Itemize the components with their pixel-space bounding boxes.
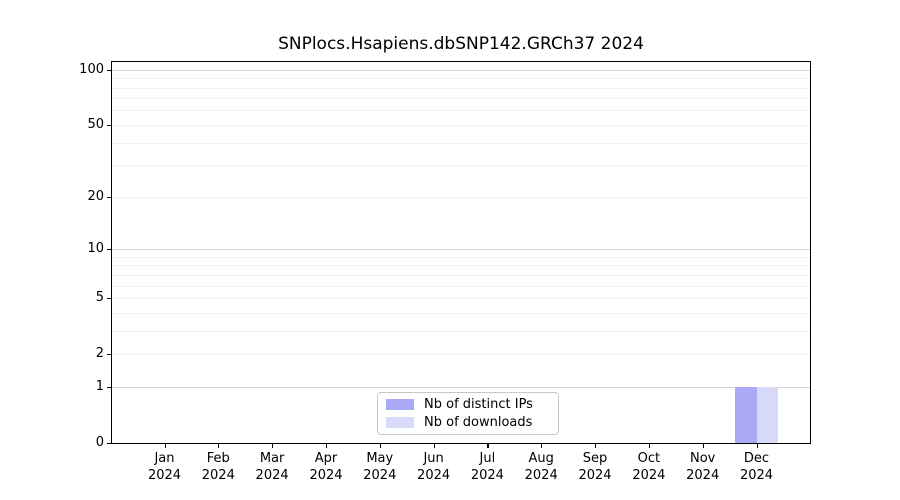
x-tick-year: 2024 xyxy=(739,467,774,483)
x-tick-month: Aug xyxy=(528,451,554,466)
x-tick-mark xyxy=(433,443,435,448)
x-tick-year: 2024 xyxy=(309,467,343,483)
y-tick-mark xyxy=(107,69,112,71)
x-tick-year: 2024 xyxy=(417,467,451,483)
gridline-minor xyxy=(112,124,810,126)
x-tick-year: 2024 xyxy=(255,467,289,483)
x-tick-label-oct: Oct 2024 xyxy=(604,451,694,484)
bar-dec-nb-of-downloads xyxy=(756,386,778,443)
x-tick-mark xyxy=(218,443,220,448)
x-tick-label-jul: Jul 2024 xyxy=(442,451,532,484)
x-tick-label-sep: Sep 2024 xyxy=(550,451,640,484)
x-tick-mark xyxy=(702,443,704,448)
x-tick-mark xyxy=(164,443,166,448)
gridline-minor xyxy=(112,256,810,258)
gridline-minor xyxy=(112,110,810,112)
y-tick-mark xyxy=(107,386,112,389)
gridline-major xyxy=(112,249,810,250)
y-tick-label: 5 xyxy=(95,290,104,305)
x-tick-year: 2024 xyxy=(363,467,397,483)
gridline-minor xyxy=(112,312,810,314)
gridline-minor xyxy=(112,165,810,167)
x-tick-label-jun: Jun 2024 xyxy=(389,451,479,484)
x-tick-mark xyxy=(487,443,489,448)
x-tick-month: Jul xyxy=(479,451,496,466)
x-tick-year: 2024 xyxy=(201,467,235,483)
x-tick-label-mar: Mar 2024 xyxy=(227,451,317,484)
y-tick-label: 100 xyxy=(79,61,104,77)
legend-row-distinct-ips: Nb of distinct IPs xyxy=(386,395,550,413)
y-tick-label: 20 xyxy=(87,188,104,204)
x-tick-month: Mar xyxy=(259,451,285,466)
x-tick-month: Jan xyxy=(154,451,175,466)
x-tick-mark xyxy=(326,443,328,448)
gridline-minor xyxy=(112,78,810,80)
legend-label-downloads: Nb of downloads xyxy=(424,415,533,431)
legend-row-downloads: Nb of downloads xyxy=(386,414,550,432)
legend: Nb of distinct IPs Nb of downloads xyxy=(377,392,559,435)
gridline-minor xyxy=(112,142,810,144)
x-tick-label-dec: Dec 2024 xyxy=(712,451,802,484)
x-tick-mark xyxy=(272,443,274,448)
x-tick-label-may: May 2024 xyxy=(335,451,425,484)
legend-swatch-downloads xyxy=(386,417,414,429)
x-tick-year: 2024 xyxy=(524,467,558,483)
x-tick-year: 2024 xyxy=(686,467,720,483)
x-tick-mark xyxy=(648,443,651,448)
x-tick-month: Nov xyxy=(690,451,716,466)
x-tick-year: 2024 xyxy=(578,467,612,483)
x-tick-month: Jun xyxy=(423,451,444,466)
gridline-minor xyxy=(112,298,810,299)
y-tick-mark xyxy=(107,354,112,356)
y-tick-label: 2 xyxy=(95,346,104,362)
gridline-minor xyxy=(112,354,810,356)
gridline-minor xyxy=(112,265,810,267)
gridline-major xyxy=(112,386,810,388)
x-tick-mark xyxy=(379,443,381,448)
x-tick-label-apr: Apr 2024 xyxy=(281,451,371,484)
gridline-minor xyxy=(112,330,810,332)
y-tick-mark xyxy=(107,443,112,445)
y-tick-label: 50 xyxy=(87,116,104,132)
x-tick-label-nov: Nov 2024 xyxy=(658,451,748,484)
x-tick-year: 2024 xyxy=(470,467,504,483)
x-tick-label-feb: Feb 2024 xyxy=(173,451,263,484)
x-tick-year: 2024 xyxy=(147,467,182,483)
y-tick-mark xyxy=(107,124,112,127)
x-tick-mark xyxy=(541,443,543,448)
x-tick-mark xyxy=(595,443,597,448)
chart-title: SNPlocs.Hsapiens.dbSNP142.GRCh37 2024 xyxy=(278,34,644,54)
gridline-minor xyxy=(112,285,810,287)
gridline-minor xyxy=(112,196,810,198)
legend-swatch-distinct-ips xyxy=(386,398,414,410)
bar-dec-nb-of-distinct-ips xyxy=(735,386,757,443)
gridline-minor xyxy=(112,274,810,276)
x-tick-label-aug: Aug 2024 xyxy=(496,451,586,484)
gridline-minor xyxy=(112,87,810,89)
x-tick-month: Oct xyxy=(637,451,661,466)
legend-label-distinct-ips: Nb of distinct IPs xyxy=(424,396,533,412)
y-tick-mark xyxy=(107,196,112,198)
x-tick-label-jan: Jan 2024 xyxy=(120,451,210,484)
x-tick-year: 2024 xyxy=(632,467,666,483)
y-tick-mark xyxy=(107,249,112,251)
plot-area: Nb of distinct IPs Nb of downloads xyxy=(111,61,811,444)
x-tick-month: Apr xyxy=(314,451,338,466)
x-tick-mark xyxy=(756,443,758,448)
gridline-major xyxy=(112,69,810,71)
x-tick-month: Dec xyxy=(743,451,770,466)
x-tick-month: Sep xyxy=(582,451,608,466)
y-tick-label: 0 xyxy=(95,435,104,450)
x-tick-month: Feb xyxy=(206,451,230,466)
y-tick-label: 10 xyxy=(87,241,104,256)
y-tick-label: 1 xyxy=(95,378,104,394)
y-tick-mark xyxy=(107,298,112,300)
gridline-minor xyxy=(112,98,810,100)
x-tick-month: May xyxy=(366,451,394,466)
